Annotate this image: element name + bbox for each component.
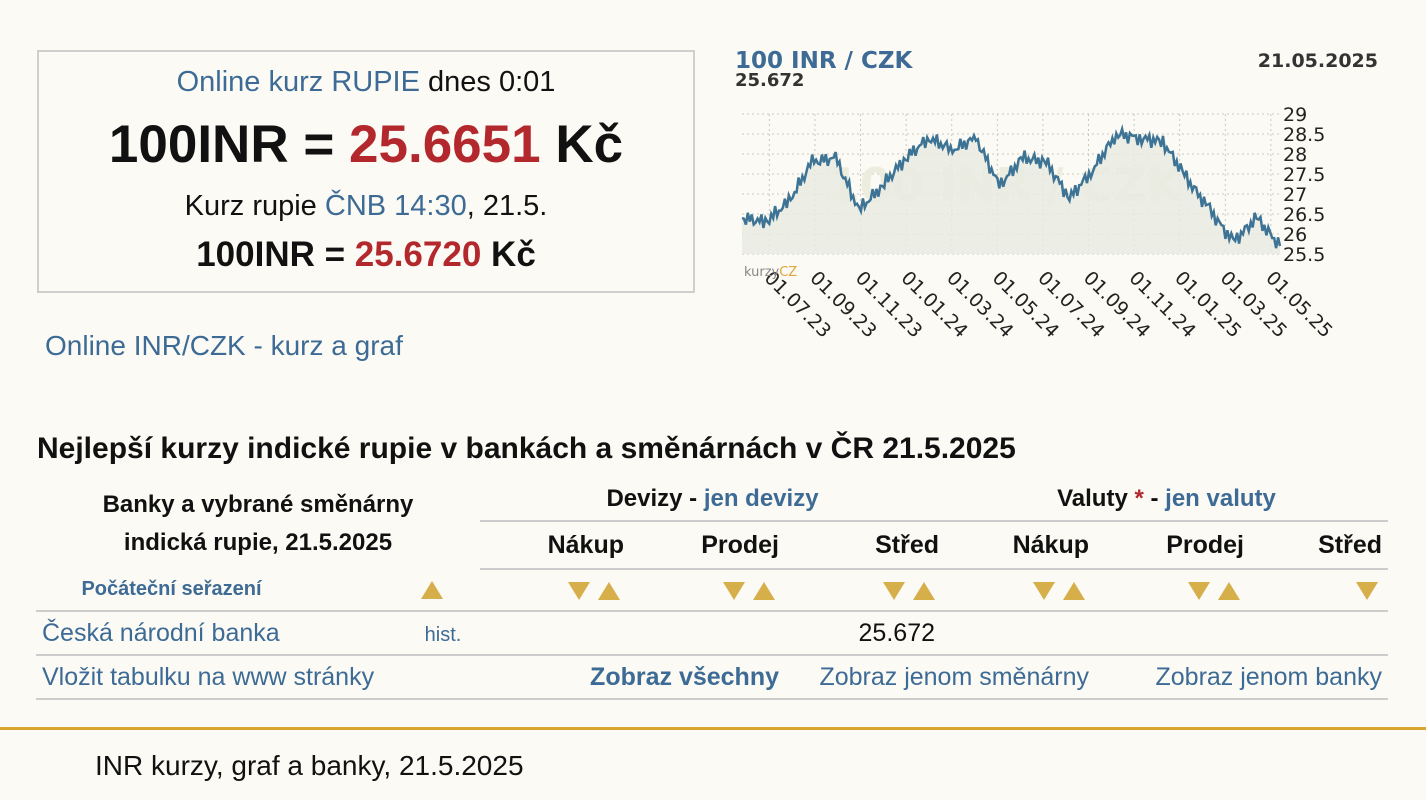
show-all-link[interactable]: Zobraz všechny xyxy=(590,662,779,691)
bank-name-link[interactable]: Česká národní banka xyxy=(42,618,280,647)
cnb-rate-value: 25.6720 xyxy=(354,235,482,274)
sort-up-icon[interactable] xyxy=(753,581,775,600)
y-tick-label: 26.5 xyxy=(1283,204,1325,226)
cnb-link[interactable]: ČNB 14:30 xyxy=(324,190,467,222)
banks-header: Banky a vybrané směnárny indická rupie, 2… xyxy=(102,490,414,556)
online-rate-value: 25.6651 xyxy=(349,115,541,174)
y-tick-label: 29 xyxy=(1283,104,1307,126)
reset-sort-link[interactable]: Počáteční seřazení xyxy=(36,569,480,612)
online-rate: 100INR = 25.6651 Kč xyxy=(108,115,624,174)
valuty-header: Valuty * - jen valuty xyxy=(945,478,1388,522)
sort-up-icon[interactable] xyxy=(420,580,443,599)
best-rates-heading: Nejlepší kurzy indické rupie v bankách a… xyxy=(37,432,1016,465)
only-devizy-link[interactable]: jen devizy xyxy=(703,485,819,512)
only-valuty-link[interactable]: jen valuty xyxy=(1165,485,1276,512)
kurzy-logo: kurzyCZ xyxy=(744,265,797,280)
col-devizy-prodej: Prodej xyxy=(630,521,785,570)
sort-down-icon[interactable] xyxy=(1356,581,1378,600)
sort-down-icon[interactable] xyxy=(1188,581,1210,600)
y-tick-label: 28 xyxy=(1283,144,1307,166)
online-rate-link[interactable]: Online kurz RUPIE xyxy=(176,66,420,98)
cnb-rate-caption: Kurz rupie ČNB 14:30, 21.5. xyxy=(184,190,548,222)
col-devizy-stred: Střed xyxy=(785,521,945,570)
y-tick-label: 28.5 xyxy=(1283,124,1325,146)
cnb-stred-value: 25.672 xyxy=(785,611,945,656)
table-footer-row: Vložit tabulku na www stránky Zobraz vše… xyxy=(36,655,1388,700)
sort-up-icon[interactable] xyxy=(913,581,935,600)
online-rate-caption: Online kurz RUPIE dnes 0:01 xyxy=(176,66,556,98)
sort-up-icon[interactable] xyxy=(1063,581,1085,600)
rates-table: Banky a vybrané směnárny indická rupie, 2… xyxy=(36,478,1388,700)
show-exchanges-link[interactable]: Zobraz jenom směnárny xyxy=(819,662,1089,691)
embed-table-link[interactable]: Vložit tabulku na www stránky xyxy=(42,662,375,691)
footer-text: INR kurzy, graf a banky, 21.5.2025 xyxy=(95,750,524,781)
chart-area xyxy=(742,129,1280,254)
x-axis-labels: 01.07.2301.09.2301.11.2301.01.2401.03.24… xyxy=(760,267,1337,342)
show-banks-link[interactable]: Zobraz jenom banky xyxy=(1155,662,1382,691)
cnb-rate: 100INR = 25.6720 Kč xyxy=(196,235,536,274)
table-column-header: Nákup Prodej Střed Nákup Prodej Střed xyxy=(36,521,1388,570)
online-chart-link[interactable]: Online INR/CZK - kurz a graf xyxy=(45,330,403,361)
chart-date: 21.05.2025 xyxy=(1257,50,1378,72)
sort-up-icon[interactable] xyxy=(598,581,620,600)
table-group-header: Banky a vybrané směnárny indická rupie, 2… xyxy=(36,478,1388,556)
footer-divider xyxy=(0,727,1426,730)
rate-summary-box: Online kurz RUPIE dnes 0:01 100INR = 25.… xyxy=(37,50,695,293)
chart-title: 100 INR / CZK xyxy=(735,48,913,74)
y-tick-label: 26 xyxy=(1283,224,1307,246)
col-valuty-stred: Střed xyxy=(1250,521,1388,570)
chart-current-value: 25.672 xyxy=(735,70,805,91)
sort-down-icon[interactable] xyxy=(883,581,905,600)
history-link[interactable]: hist. xyxy=(424,623,462,646)
y-tick-label: 27 xyxy=(1283,184,1307,206)
devizy-header: Devizy - jen devizy xyxy=(480,478,945,522)
sort-down-icon[interactable] xyxy=(568,581,590,600)
sort-row: Počáteční seřazení xyxy=(36,569,1388,612)
sort-up-icon[interactable] xyxy=(1218,581,1240,600)
table-row: Česká národní banka hist. 25.672 xyxy=(36,611,1388,656)
chart-line xyxy=(741,124,1282,249)
sort-down-icon[interactable] xyxy=(1033,581,1055,600)
y-tick-label: 25.5 xyxy=(1283,244,1325,266)
col-devizy-nakup: Nákup xyxy=(480,521,630,570)
col-valuty-prodej: Prodej xyxy=(1095,521,1250,570)
sort-down-icon[interactable] xyxy=(723,581,745,600)
y-tick-label: 27.5 xyxy=(1283,164,1325,186)
col-valuty-nakup: Nákup xyxy=(945,521,1095,570)
